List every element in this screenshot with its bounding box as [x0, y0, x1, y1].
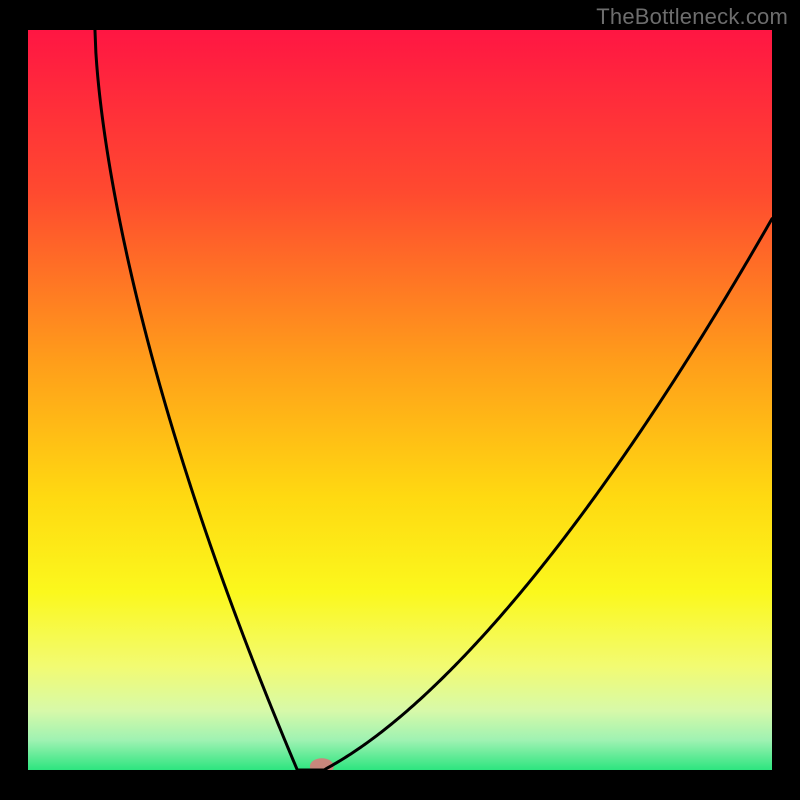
- chart-container: TheBottleneck.com: [0, 0, 800, 800]
- bottleneck-chart: [0, 0, 800, 800]
- watermark-text: TheBottleneck.com: [596, 4, 788, 30]
